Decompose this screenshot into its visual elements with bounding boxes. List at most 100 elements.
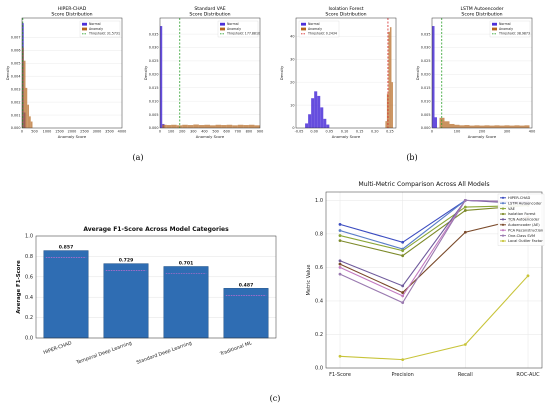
legend-swatch-marker — [501, 212, 505, 216]
legend-label: Anomaly — [227, 27, 241, 31]
legend-swatch — [82, 22, 87, 26]
legend-label: Threshold: 38.9873 — [498, 32, 530, 36]
hist-bar-normal — [305, 123, 309, 128]
hist-bar-anomaly — [232, 125, 238, 128]
hist-bar-anomaly — [494, 125, 500, 128]
legend-swatch-marker — [501, 223, 505, 226]
legend-label: Isolation Forest — [508, 212, 536, 216]
legend-label: Normal — [89, 22, 101, 26]
x-tick-label: 1500 — [55, 130, 64, 134]
bar-traditional-ml — [223, 288, 269, 339]
hist-bar-anomaly — [514, 125, 520, 128]
series-point-isolation-forest — [401, 254, 405, 258]
y-tick-label: 40 — [290, 35, 294, 39]
y-tick-label: 0.035 — [421, 32, 431, 36]
series-point-tcn-autoencoder — [401, 284, 405, 288]
hist-bar-anomaly — [198, 125, 205, 128]
y-tick-label: 0.015 — [421, 86, 431, 90]
x-tick-label: 0 — [21, 130, 23, 134]
hist-bar-anomaly — [479, 125, 485, 128]
hist-bar-anomaly — [22, 47, 24, 128]
hist-bar-anomaly — [25, 87, 28, 128]
y-tick-label: 0.010 — [149, 99, 159, 103]
hist-bar-anomaly — [509, 125, 515, 128]
y-axis-label: Metric Value — [306, 265, 312, 296]
x-tick-label: 500 — [212, 130, 218, 134]
legend-swatch-marker — [501, 229, 505, 232]
x-tick-label: 0 — [159, 130, 161, 134]
series-line-tcn-autoencoder — [339, 199, 529, 287]
y-axis-label: Average F1-Score — [16, 260, 22, 314]
x-tick-label: Traditional ML — [218, 340, 253, 357]
series-line-isolation-forest — [339, 204, 529, 257]
plot-frame — [325, 191, 543, 369]
legend-label: Normal — [227, 22, 239, 26]
x-tick-label: 900 — [257, 130, 263, 134]
chart-subtitle: Score Distribution — [325, 12, 366, 18]
legend-swatch-marker — [501, 234, 505, 237]
x-tick-label: 0.00 — [310, 130, 318, 134]
y-tick-label: 0.005 — [421, 113, 431, 117]
x-tick-label: 1000 — [43, 130, 52, 134]
bar-standard-deep-learning — [163, 266, 209, 339]
hist-bar-normal — [317, 95, 321, 128]
series-point-local-outlier-factor — [463, 343, 467, 346]
chart-title: Average F1-Score Across Model Categories — [83, 226, 229, 233]
chart-multi: 0.0 0.2 0.4 0.6 0.8 1.0 F1-Score Precision Recal… — [306, 181, 545, 378]
x-axis-label: Anomaly Score — [468, 134, 497, 139]
y-tick-label: 0.020 — [421, 73, 431, 77]
chart-subtitle: Score Distribution — [51, 12, 92, 18]
hist-bar-anomaly — [499, 125, 505, 128]
y-tick-label: 0.8 — [315, 232, 323, 238]
hist-bar-anomaly — [519, 125, 525, 128]
legend-box — [298, 20, 340, 38]
legend-swatch-marker — [501, 202, 505, 205]
x-tick-label: Temporal Deep Learning — [75, 340, 133, 366]
y-tick-label: 1.0 — [25, 234, 33, 240]
hist-bar-normal — [320, 107, 324, 128]
series-line-vae — [339, 204, 529, 252]
y-tick-label: 0.6 — [25, 274, 33, 280]
x-tick-label: F1-Score — [329, 372, 351, 378]
y-tick-label: 0.010 — [421, 99, 431, 103]
chart-title: HIPER-CHAD — [58, 6, 87, 12]
plot-frame — [35, 235, 277, 339]
hist-bar-anomaly — [524, 125, 530, 128]
y-tick-label: 0 — [292, 126, 294, 130]
legend-label: Threshold: 177.8810 — [226, 32, 260, 36]
chart-subtitle: Score Distribution — [461, 12, 502, 18]
y-tick-label: 20 — [290, 80, 294, 84]
legend-swatch — [220, 22, 225, 26]
legend-label: Threshold: 31.5731 — [88, 32, 120, 36]
x-tick-label: Standard Deep Learning — [136, 340, 193, 366]
x-tick-label: 700 — [235, 130, 241, 134]
y-tick-label: 0.035 — [149, 32, 159, 36]
bar-value-label: 0.701 — [179, 260, 194, 266]
x-tick-label: Precision — [392, 372, 414, 378]
series-point-vae — [338, 234, 342, 237]
y-tick-label: 0.020 — [149, 73, 159, 77]
x-tick-label: 500 — [31, 130, 37, 134]
x-tick-label: 0.05 — [326, 130, 334, 134]
y-tick-label: 30 — [290, 57, 294, 61]
legend-swatch-marker — [501, 239, 505, 243]
legend-swatch — [301, 27, 306, 31]
series-line-autoencoder-ae- — [339, 216, 529, 294]
hist-bar-anomaly — [243, 125, 249, 128]
legend-label: VAE — [508, 207, 516, 211]
plot-frame — [21, 17, 123, 129]
legend-label: LSTM Autoencoder — [508, 201, 542, 205]
legend-label: Anomaly — [499, 27, 513, 31]
hist-bar-normal — [326, 124, 330, 128]
legend-swatch — [492, 27, 497, 31]
hist-bar-anomaly — [504, 125, 510, 128]
bar-value-label: 0.729 — [119, 258, 134, 264]
series-point-vae — [401, 249, 405, 253]
hist-bar-anomaly — [237, 124, 244, 128]
hist-bar-normal — [311, 98, 315, 128]
